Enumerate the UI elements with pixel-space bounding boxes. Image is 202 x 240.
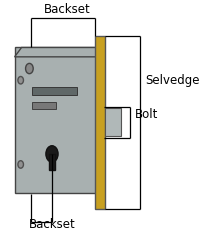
Bar bbox=[32, 87, 77, 96]
Bar bbox=[94, 36, 104, 209]
Bar bbox=[15, 48, 98, 192]
Polygon shape bbox=[15, 48, 98, 57]
Circle shape bbox=[18, 161, 23, 168]
Bar bbox=[32, 102, 56, 109]
Bar bbox=[49, 154, 55, 170]
Circle shape bbox=[46, 146, 58, 162]
Circle shape bbox=[25, 63, 33, 74]
Text: Backset: Backset bbox=[28, 218, 75, 231]
Text: Selvedge: Selvedge bbox=[144, 74, 199, 87]
Circle shape bbox=[18, 77, 23, 84]
Text: Backset: Backset bbox=[43, 3, 90, 16]
Text: Bolt: Bolt bbox=[134, 108, 157, 121]
Bar bbox=[104, 108, 120, 136]
